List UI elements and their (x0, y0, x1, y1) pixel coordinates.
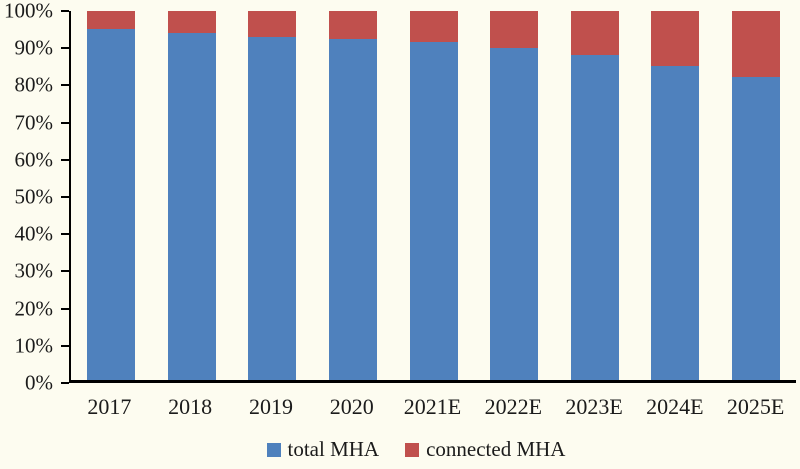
bar-segment-total-mha (167, 33, 216, 380)
y-tick-label: 50% (14, 184, 54, 209)
x-tick-label: 2017 (87, 394, 132, 419)
y-axis: 100% 90% 80% 70% 60% 50% 40% 30% 20% 10% 0% (0, 0, 69, 393)
x-tick-label: 2021E (403, 394, 462, 419)
x-tick-label: 2024E (646, 394, 704, 419)
bar-segment-connected-mha (490, 11, 539, 48)
bar-segment-total-mha (731, 77, 780, 380)
legend-swatch-connected-mha-icon (405, 442, 420, 457)
y-tick-mark (61, 10, 69, 12)
y-tick-mark (61, 121, 69, 124)
bar-column-2019 (232, 11, 313, 380)
bars-row (71, 11, 796, 380)
y-tick-label: 0% (25, 370, 53, 395)
bar-segment-connected-mha (651, 11, 700, 67)
legend-item-connected-mha: connected MHA (405, 437, 565, 462)
bar-segment-total-mha (490, 47, 539, 380)
bar-segment-connected-mha (570, 11, 619, 56)
bar-stack (409, 11, 458, 380)
bar-segment-total-mha (651, 66, 700, 380)
bar-segment-total-mha (409, 42, 458, 380)
bar-column-2022e (474, 11, 555, 380)
bar-column-2021e (393, 11, 474, 380)
bar-segment-connected-mha (248, 11, 297, 37)
legend-label-connected-mha: connected MHA (426, 437, 566, 461)
y-tick-label: 30% (14, 258, 54, 283)
bar-segment-connected-mha (167, 11, 216, 34)
y-tick-label: 90% (14, 35, 54, 60)
bar-stack (570, 11, 619, 380)
y-tick-label: 80% (14, 72, 54, 97)
y-tick-mark (61, 382, 69, 384)
y-tick-label: 70% (14, 110, 54, 135)
bar-segment-connected-mha (731, 11, 780, 78)
x-tick-label: 2020 (329, 394, 374, 419)
bar-stack (731, 11, 780, 380)
y-tick-mark (61, 307, 69, 310)
bar-stack (248, 11, 297, 380)
bar-stack (651, 11, 700, 380)
y-tick-mark (61, 270, 69, 273)
x-tick-label: 2019 (248, 394, 293, 419)
x-tick-label: 2022E (484, 394, 543, 419)
plot-area (69, 11, 796, 383)
bar-segment-total-mha (328, 38, 377, 380)
bar-column-2017 (71, 11, 152, 380)
bar-column-2018 (152, 11, 233, 380)
legend-item-total-mha: total MHA (266, 437, 380, 462)
y-tick-mark (61, 344, 69, 347)
x-axis: 2017 2018 2019 2020 2021E 2022E 2023E 2024E 2025… (69, 392, 796, 422)
bar-stack (490, 11, 539, 380)
legend: total MHA connected MHA (16, 437, 800, 462)
bar-stack (87, 11, 136, 380)
x-tick-label: 2023E (565, 394, 623, 419)
y-tick-label: 10% (14, 333, 54, 358)
bar-segment-total-mha (570, 55, 619, 380)
legend-label-total-mha: total MHA (287, 437, 380, 461)
bar-segment-connected-mha (87, 11, 136, 30)
bar-segment-connected-mha (328, 11, 377, 39)
x-tick-label: 2018 (168, 394, 213, 419)
y-tick-mark (61, 233, 69, 236)
bar-column-2020 (313, 11, 394, 380)
bar-segment-connected-mha (409, 11, 458, 43)
bar-segment-total-mha (248, 36, 297, 380)
bar-segment-total-mha (87, 29, 136, 380)
y-tick-mark (61, 196, 69, 198)
y-tick-label: 20% (14, 296, 54, 321)
y-tick-mark (61, 158, 69, 161)
legend-swatch-total-mha-icon (266, 442, 281, 457)
bar-stack (328, 11, 377, 380)
bar-column-2024e (635, 11, 716, 380)
bar-column-2023e (554, 11, 635, 380)
y-tick-mark (61, 84, 69, 87)
y-tick-label: 100% (4, 0, 53, 23)
bar-stack (167, 11, 216, 380)
y-tick-mark (61, 47, 69, 50)
y-tick-label: 60% (14, 147, 54, 172)
bar-column-2025e (716, 11, 797, 380)
y-tick-label: 40% (14, 221, 54, 246)
x-tick-label: 2025E (726, 394, 785, 419)
